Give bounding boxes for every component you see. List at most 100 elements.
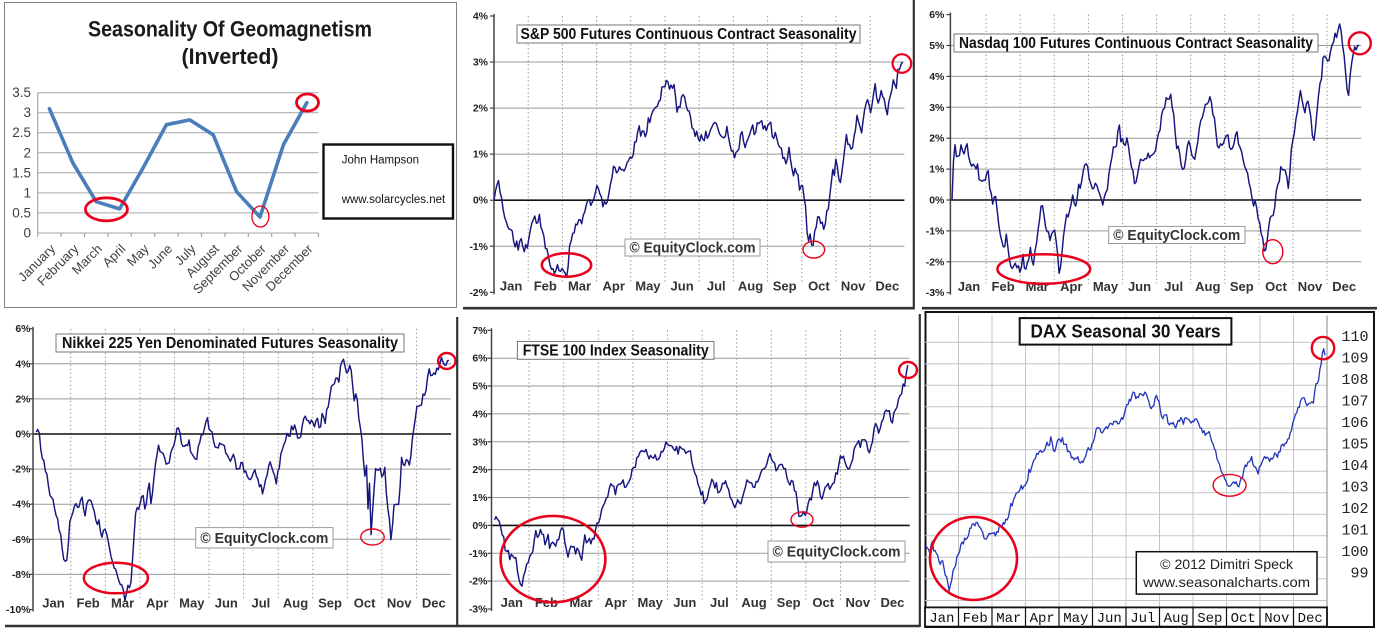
svg-text:Dec: Dec [422, 596, 446, 611]
svg-text:-2%: -2% [12, 464, 31, 476]
svg-text:-2%: -2% [469, 576, 488, 588]
svg-text:-1%: -1% [926, 225, 945, 237]
svg-text:Nikkei 225 Yen Denominated Fut: Nikkei 225 Yen Denominated Futures Seaso… [62, 335, 398, 352]
svg-text:105: 105 [1341, 437, 1368, 454]
svg-text:3%: 3% [929, 102, 945, 114]
svg-text:Sep: Sep [773, 279, 797, 294]
svg-text:106: 106 [1341, 415, 1368, 432]
svg-text:110: 110 [1341, 329, 1368, 346]
svg-text:4%: 4% [472, 408, 488, 420]
svg-text:Apr: Apr [603, 279, 625, 294]
svg-text:John Hampson: John Hampson [342, 155, 419, 167]
svg-text:Jun: Jun [1097, 611, 1122, 627]
svg-text:Sep: Sep [318, 596, 342, 611]
svg-text:Oct: Oct [812, 595, 834, 610]
svg-text:-1%: -1% [469, 241, 488, 253]
svg-text:Dec: Dec [1332, 279, 1356, 294]
svg-text:0%: 0% [473, 195, 489, 207]
svg-text:-2%: -2% [469, 287, 488, 299]
svg-text:© 2012 Dimitri Speck: © 2012 Dimitri Speck [1160, 556, 1294, 572]
svg-text:4%: 4% [473, 11, 489, 23]
svg-text:2%: 2% [473, 103, 489, 115]
svg-text:May: May [638, 595, 664, 610]
svg-text:© EquityClock.com: © EquityClock.com [773, 545, 901, 561]
svg-text:104: 104 [1341, 458, 1368, 475]
svg-text:Jan: Jan [500, 279, 522, 294]
svg-text:103: 103 [1341, 480, 1368, 497]
svg-text:Jan: Jan [929, 611, 954, 627]
svg-text:3%: 3% [473, 57, 489, 69]
svg-text:© EquityClock.com: © EquityClock.com [1113, 228, 1240, 244]
svg-text:Jun: Jun [673, 595, 696, 610]
svg-text:2.5: 2.5 [12, 125, 31, 140]
svg-text:-10%: -10% [6, 604, 31, 616]
svg-text:Mar: Mar [1026, 279, 1049, 294]
svg-text:Jan: Jan [42, 596, 64, 611]
svg-text:Sep: Sep [777, 595, 801, 610]
svg-text:Jul: Jul [252, 596, 271, 611]
svg-text:www.seasonalcharts.com: www.seasonalcharts.com [1142, 574, 1310, 590]
svg-text:Jul: Jul [1164, 279, 1183, 294]
svg-text:Oct: Oct [354, 596, 376, 611]
svg-text:1%: 1% [473, 149, 489, 161]
svg-text:(Inverted): (Inverted) [182, 44, 279, 69]
svg-text:May: May [179, 596, 205, 611]
svg-text:Jun: Jun [1128, 279, 1151, 294]
svg-text:2%: 2% [929, 133, 945, 145]
svg-text:107: 107 [1341, 394, 1368, 411]
svg-text:6%: 6% [15, 323, 31, 335]
svg-text:May: May [1063, 611, 1088, 627]
svg-text:Dec: Dec [880, 595, 904, 610]
svg-text:7%: 7% [472, 325, 488, 337]
svg-text:Aug: Aug [283, 596, 308, 611]
svg-text:Aug: Aug [741, 595, 766, 610]
svg-text:4%: 4% [15, 358, 31, 370]
svg-text:1.5: 1.5 [12, 165, 31, 180]
svg-text:Dec: Dec [875, 279, 899, 294]
svg-text:Oct: Oct [1231, 611, 1256, 627]
svg-text:Mar: Mar [568, 279, 591, 294]
svg-text:S&P 500 Futures Continuous Con: S&P 500 Futures Continuous Contract Seas… [521, 26, 857, 43]
svg-text:3.5: 3.5 [12, 85, 31, 100]
svg-text:0%: 0% [929, 195, 945, 207]
svg-text:109: 109 [1341, 351, 1368, 368]
svg-text:-4%: -4% [12, 499, 31, 511]
svg-text:6%: 6% [472, 353, 488, 365]
svg-text:Jan: Jan [501, 595, 523, 610]
svg-text:Mar: Mar [996, 611, 1021, 627]
svg-text:6%: 6% [929, 9, 945, 21]
svg-text:0.5: 0.5 [12, 205, 31, 220]
svg-text:Mar: Mar [111, 596, 134, 611]
svg-text:Jun: Jun [215, 596, 238, 611]
svg-text:Nasdaq 100 Futures Continuous: Nasdaq 100 Futures Continuous Contract S… [959, 35, 1313, 52]
svg-text:Mar: Mar [569, 595, 592, 610]
svg-text:-6%: -6% [12, 534, 31, 546]
svg-text:4%: 4% [929, 71, 945, 83]
svg-text:2%: 2% [15, 393, 31, 405]
svg-text:Feb: Feb [963, 611, 988, 627]
svg-text:Apr: Apr [146, 596, 168, 611]
svg-text:© EquityClock.com: © EquityClock.com [200, 531, 328, 547]
svg-text:2: 2 [23, 145, 31, 160]
svg-text:Feb: Feb [534, 279, 557, 294]
svg-text:Oct: Oct [1265, 279, 1287, 294]
svg-text:Dec: Dec [1298, 611, 1323, 627]
svg-text:-1%: -1% [469, 548, 488, 560]
svg-text:1: 1 [23, 185, 31, 200]
svg-text:Aug: Aug [1164, 611, 1189, 627]
svg-text:Nov: Nov [846, 595, 871, 610]
svg-text:0%: 0% [472, 520, 488, 532]
svg-text:Nov: Nov [841, 279, 866, 294]
svg-text:-2%: -2% [926, 256, 945, 268]
svg-text:Aug: Aug [738, 279, 763, 294]
svg-text:Oct: Oct [808, 279, 830, 294]
svg-text:Feb: Feb [77, 596, 100, 611]
svg-text:www.solarcycles.net: www.solarcycles.net [341, 194, 446, 206]
svg-text:101: 101 [1341, 523, 1368, 540]
svg-text:Jul: Jul [710, 595, 729, 610]
svg-text:Jul: Jul [707, 279, 726, 294]
svg-text:-3%: -3% [469, 604, 488, 616]
svg-text:5%: 5% [472, 381, 488, 393]
svg-text:108: 108 [1341, 372, 1368, 389]
svg-text:DAX Seasonal 30 Years: DAX Seasonal 30 Years [1031, 322, 1221, 342]
